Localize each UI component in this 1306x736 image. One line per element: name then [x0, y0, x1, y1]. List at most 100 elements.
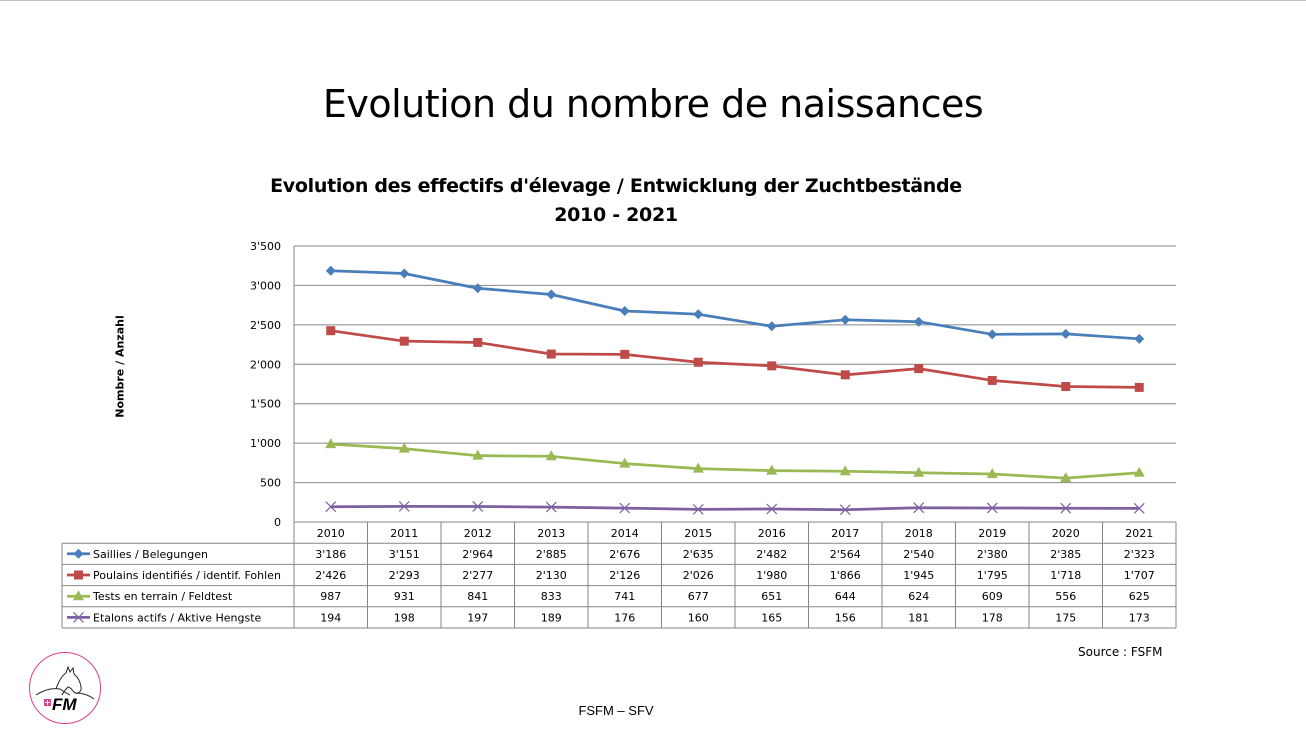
table-cell-value: 609 — [982, 590, 1003, 603]
table-cell-value: 841 — [467, 590, 488, 603]
data-point — [766, 321, 777, 332]
table-cell-value: 2'130 — [536, 569, 567, 582]
table-cell-value: 3'151 — [389, 548, 420, 561]
x-tick-label: 2015 — [684, 527, 712, 540]
y-tick-label: 1'500 — [250, 398, 281, 411]
data-point — [766, 503, 778, 515]
data-point — [839, 465, 851, 476]
data-point — [620, 349, 630, 359]
table-cell-value: 644 — [835, 590, 856, 603]
data-point — [546, 349, 556, 359]
legend-entry: Tests en terrain / Feldtest — [92, 590, 233, 603]
legend-entry: Poulains identifiés / identif. Fohlen — [93, 569, 281, 582]
data-point — [913, 466, 925, 477]
data-point — [545, 450, 557, 461]
x-tick-label: 2016 — [758, 527, 786, 540]
y-tick-label: 2'500 — [250, 319, 281, 332]
table-cell-value: 2'126 — [609, 569, 640, 582]
legend-entry: Saillies / Belegungen — [93, 548, 208, 561]
data-point — [692, 462, 704, 473]
table-cell-value: 624 — [908, 590, 929, 603]
data-point — [1133, 502, 1145, 514]
data-point — [326, 326, 336, 336]
table-cell-value: 1'945 — [903, 569, 934, 582]
table-cell-value: 2'482 — [756, 548, 787, 561]
y-tick-label: 2'000 — [250, 358, 281, 371]
swiss-cross-icon — [44, 699, 51, 706]
data-point — [619, 502, 631, 514]
data-point — [473, 337, 483, 347]
legend-marker — [73, 611, 84, 623]
slide-title: Evolution du nombre de naissances — [322, 82, 984, 126]
source-note: Source : FSFM — [1078, 645, 1163, 659]
data-point — [840, 314, 851, 325]
x-tick-label: 2018 — [905, 527, 933, 540]
data-point — [1060, 328, 1071, 339]
data-point — [913, 316, 924, 327]
table-cell-value: 2'293 — [389, 569, 420, 582]
table-cell-value: 173 — [1129, 611, 1150, 624]
table-cell-value: 987 — [320, 590, 341, 603]
table-cell-value: 651 — [761, 590, 782, 603]
fsfm-logo: FM — [29, 652, 101, 724]
legend-marker — [73, 590, 84, 601]
data-point — [399, 268, 410, 279]
series-line — [330, 505, 1140, 512]
data-point — [986, 502, 998, 514]
data-point — [472, 449, 484, 460]
x-tick-label: 2013 — [537, 527, 565, 540]
x-tick-label: 2012 — [464, 527, 492, 540]
legend-marker — [74, 570, 83, 580]
y-tick-label: 3'500 — [250, 240, 281, 253]
x-tick-label: 2017 — [831, 527, 859, 540]
data-point — [767, 361, 777, 371]
table-cell-value: 2'564 — [830, 548, 861, 561]
table-cell-value: 181 — [908, 611, 929, 624]
data-point — [545, 501, 557, 513]
y-tick-label: 3'000 — [250, 279, 281, 292]
data-point — [766, 464, 778, 475]
data-point — [914, 364, 924, 374]
table-cell-value: 197 — [467, 611, 488, 624]
data-point — [1134, 333, 1145, 344]
y-tick-label: 0 — [274, 516, 281, 529]
data-point — [472, 501, 484, 512]
table-cell-value: 156 — [835, 611, 856, 624]
table-cell-value: 2'385 — [1050, 548, 1081, 561]
x-tick-label: 2014 — [611, 527, 639, 540]
chart-title-line2: 2010 - 2021 — [554, 204, 678, 226]
data-point — [987, 329, 998, 340]
data-point — [472, 283, 483, 294]
chart-title: Evolution des effectifs d'élevage / Entw… — [200, 172, 1032, 230]
y-tick-label: 500 — [260, 477, 281, 490]
table-cell-value: 556 — [1055, 590, 1076, 603]
table-cell-value: 1'795 — [977, 569, 1008, 582]
table-cell-value: 1'866 — [830, 569, 861, 582]
table-cell-value: 175 — [1055, 611, 1076, 624]
table-cell-value: 2'277 — [462, 569, 493, 582]
y-tick-label: 1'000 — [250, 437, 281, 450]
table-cell-value: 198 — [394, 611, 415, 624]
table-cell-value: 2'026 — [683, 569, 714, 582]
table-cell-value: 833 — [541, 590, 562, 603]
table-cell-value: 625 — [1129, 590, 1150, 603]
table-cell-value: 1'707 — [1124, 569, 1155, 582]
legend-entry: Etalons actifs / Aktive Hengste — [93, 611, 262, 624]
data-point — [839, 504, 851, 516]
table-cell-value: 1'718 — [1050, 569, 1081, 582]
table-cell-value: 3'186 — [315, 548, 346, 561]
data-point — [692, 503, 704, 515]
table-cell-value: 1'980 — [756, 569, 787, 582]
data-point — [325, 438, 337, 449]
data-point — [325, 501, 337, 513]
x-tick-label: 2010 — [317, 527, 345, 540]
x-tick-label: 2011 — [390, 527, 418, 540]
data-point — [399, 336, 409, 346]
data-point — [619, 457, 631, 468]
table-cell-value: 160 — [688, 611, 709, 624]
data-point — [693, 309, 704, 320]
table-cell-value: 2'635 — [683, 548, 714, 561]
data-point — [398, 500, 410, 512]
series-line — [330, 329, 1140, 389]
